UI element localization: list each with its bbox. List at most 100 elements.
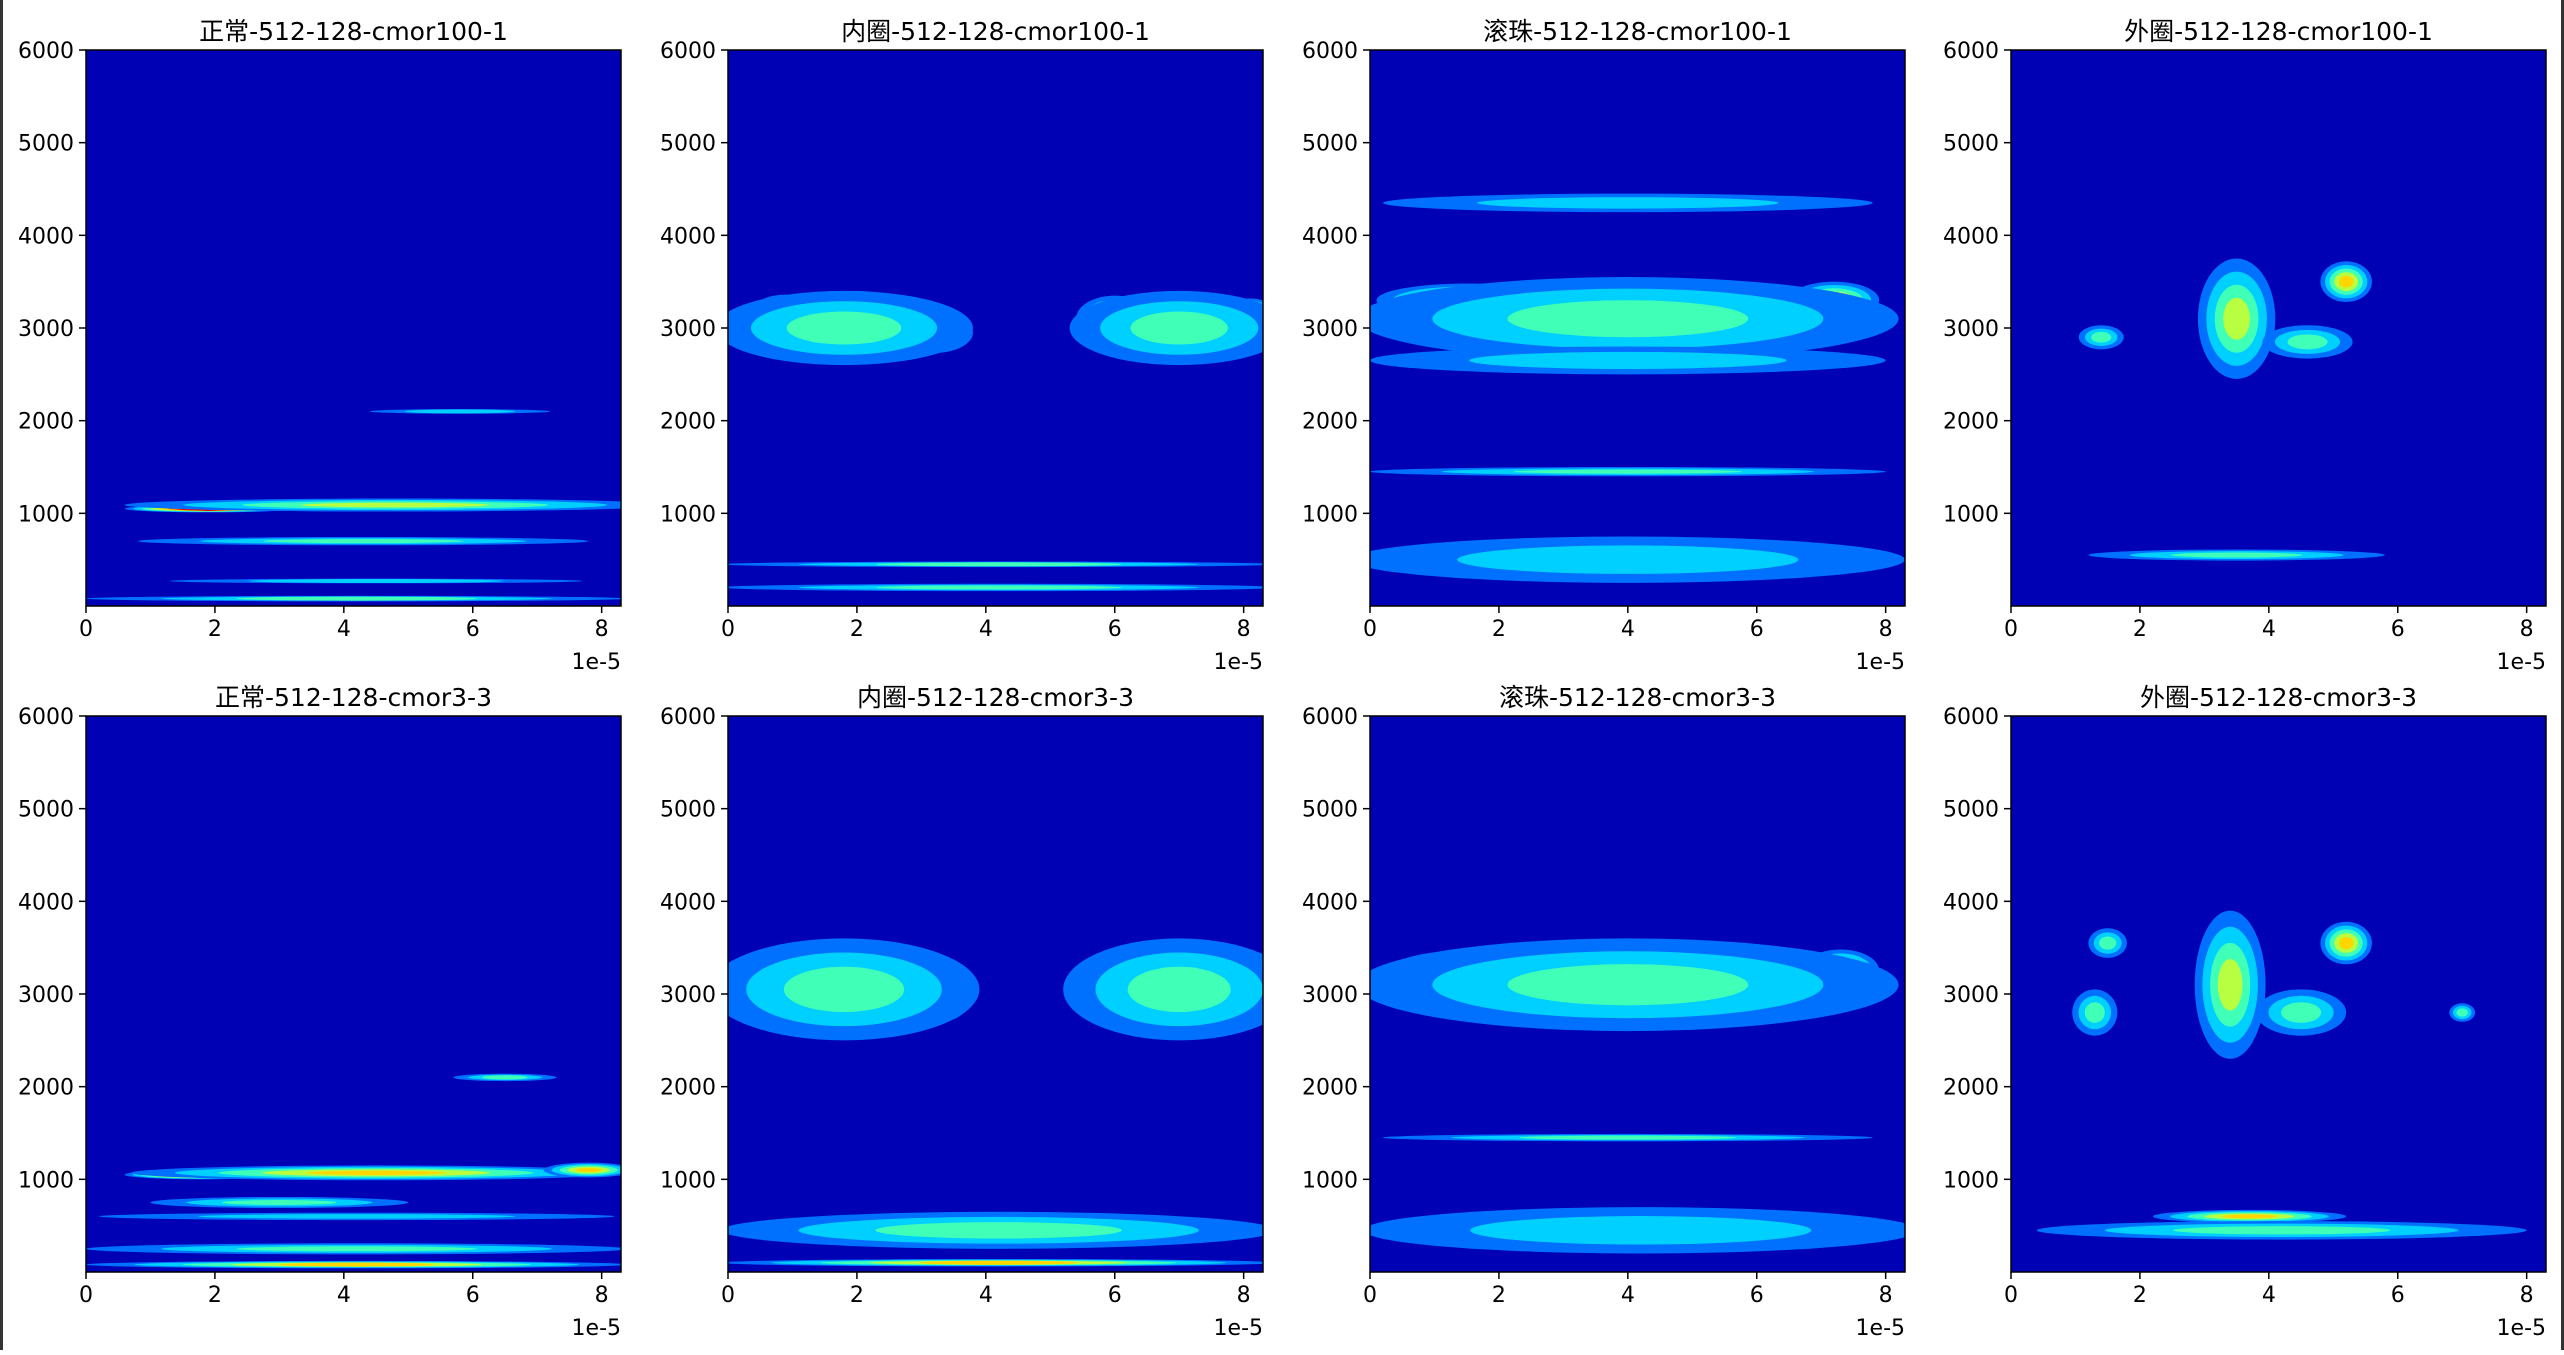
y-tick-label: 4000 xyxy=(660,890,716,915)
energy-region-8-level-3 xyxy=(1513,469,1743,474)
energy-region-5-level-2 xyxy=(249,578,503,583)
subplot-title: 外圈-512-128-cmor3-3 xyxy=(2140,683,2417,712)
subplot-1: 正常-512-128-cmor100-1 0 2 4 6 8 1000 2000 3000 400… xyxy=(18,17,622,675)
energy-region-7-level-3 xyxy=(2084,1002,2105,1023)
y-tick-label: 5000 xyxy=(1943,132,1999,157)
energy-region-4-level-5 xyxy=(2338,936,2354,950)
energy-region-11-level-5 xyxy=(919,1260,1078,1265)
y-tick-label: 2000 xyxy=(1943,1076,1999,1101)
energy-region-2-level-5 xyxy=(306,1170,447,1175)
y-tick-label: 3000 xyxy=(18,317,74,342)
subplot-title: 内圈-512-128-cmor3-3 xyxy=(857,683,1134,712)
y-tick-label: 2000 xyxy=(1302,1076,1358,1101)
y-tick-label: 5000 xyxy=(660,798,716,823)
x-tick-label: 8 xyxy=(595,617,609,642)
energy-region-6-level-2 xyxy=(404,409,516,414)
x-tick-label: 0 xyxy=(2004,1283,2018,1308)
x-tick-label: 6 xyxy=(1108,617,1122,642)
x-tick-label: 6 xyxy=(466,617,480,642)
y-tick-label: 6000 xyxy=(660,39,716,64)
y-tick-label: 1000 xyxy=(1943,1168,1999,1193)
energy-region-8-level-3 xyxy=(2456,1008,2468,1017)
subplot-title: 外圈-512-128-cmor100-1 xyxy=(2124,17,2433,46)
energy-region-9-level-5 xyxy=(2221,1214,2278,1219)
x-tick-label: 2 xyxy=(850,1283,864,1308)
energy-region-5-level-2 xyxy=(198,1214,516,1219)
energy-region-5-level-3 xyxy=(2281,1002,2322,1023)
energy-region-8-level-3 xyxy=(482,1075,528,1080)
subplot-title: 正常-512-128-cmor100-1 xyxy=(199,17,508,46)
energy-region-7-level-2 xyxy=(1477,197,1779,209)
y-tick-label: 4000 xyxy=(18,224,74,249)
x-tick-label: 2 xyxy=(208,1283,222,1308)
y-tick-label: 5000 xyxy=(1943,798,1999,823)
energy-region-4-level-3 xyxy=(783,966,905,1013)
energy-region-10-level-3 xyxy=(2172,1226,2391,1235)
y-tick-label: 5000 xyxy=(18,132,74,157)
x-tick-label: 6 xyxy=(466,1283,480,1308)
contour-field xyxy=(728,290,1263,592)
contour-field xyxy=(728,938,1263,1267)
subplot-5: 正常-512-128-cmor3-3 0 2 4 6 8 1000 2000 3000 4000 5… xyxy=(18,683,622,1341)
x-tick-label: 8 xyxy=(2520,1283,2534,1308)
x-tick-label: 4 xyxy=(979,1283,993,1308)
energy-region-4-level-3 xyxy=(262,539,464,544)
y-tick-label: 2000 xyxy=(18,410,74,435)
subplot-title: 正常-512-128-cmor3-3 xyxy=(215,683,492,712)
y-tick-label: 1000 xyxy=(660,1168,716,1193)
subplot-4: 外圈-512-128-cmor100-1 0 2 4 6 8 1000 2000 3000 400… xyxy=(1943,17,2547,675)
contour-field xyxy=(86,1073,621,1269)
x-tick-label: 8 xyxy=(2520,617,2534,642)
x-tick-label: 6 xyxy=(2391,1283,2405,1308)
x-tick-label: 6 xyxy=(2391,617,2405,642)
y-tick-label: 6000 xyxy=(1302,705,1358,730)
energy-region-6-level-3 xyxy=(2099,936,2117,950)
y-tick-label: 3000 xyxy=(660,317,716,342)
x-tick-label: 8 xyxy=(595,1283,609,1308)
contour-field xyxy=(1370,193,1905,583)
left-frame-edge xyxy=(0,0,3,1350)
contour-field xyxy=(86,409,621,602)
subplot-title: 滚珠-512-128-cmor100-1 xyxy=(1483,17,1792,46)
x-tick-label: 4 xyxy=(2262,617,2276,642)
y-tick-label: 6000 xyxy=(18,705,74,730)
energy-region-4-level-3 xyxy=(222,1200,337,1205)
x-offset-label: 1e-5 xyxy=(572,1316,621,1341)
y-tick-label: 6000 xyxy=(660,705,716,730)
subplot-2: 内圈-512-128-cmor100-1 0 2 4 6 8 1000 2000 3000 400… xyxy=(660,17,1264,675)
energy-region-9-level-3 xyxy=(1130,311,1228,345)
energy-region-6-level-3 xyxy=(1518,1135,1737,1140)
y-tick-label: 4000 xyxy=(1943,890,1999,915)
x-tick-label: 2 xyxy=(850,617,864,642)
plot-background xyxy=(86,716,621,1272)
y-tick-label: 5000 xyxy=(1302,798,1358,823)
y-tick-label: 4000 xyxy=(18,890,74,915)
y-tick-label: 3000 xyxy=(1302,317,1358,342)
x-tick-label: 4 xyxy=(337,1283,351,1308)
x-tick-label: 0 xyxy=(1363,1283,1377,1308)
energy-region-7-level-2 xyxy=(1470,1216,1812,1245)
energy-region-3-level-4 xyxy=(2223,297,2251,340)
x-tick-label: 2 xyxy=(208,617,222,642)
y-tick-label: 6000 xyxy=(1943,39,1999,64)
x-tick-label: 8 xyxy=(1237,1283,1251,1308)
energy-region-4-level-5 xyxy=(2338,275,2354,288)
x-tick-label: 0 xyxy=(721,617,735,642)
x-tick-label: 0 xyxy=(79,617,93,642)
energy-region-6-level-3 xyxy=(236,1246,478,1252)
y-tick-label: 2000 xyxy=(1943,410,1999,435)
energy-region-3-level-4 xyxy=(2217,958,2243,1011)
x-tick-label: 4 xyxy=(979,617,993,642)
y-tick-label: 6000 xyxy=(1943,705,1999,730)
x-tick-label: 8 xyxy=(1879,617,1893,642)
x-offset-label: 1e-5 xyxy=(1214,650,1263,675)
contour-field xyxy=(2078,258,2385,561)
energy-region-8-level-3 xyxy=(1127,966,1231,1013)
y-tick-label: 5000 xyxy=(660,132,716,157)
y-tick-label: 5000 xyxy=(1302,132,1358,157)
x-tick-label: 4 xyxy=(1621,1283,1635,1308)
x-tick-label: 6 xyxy=(1750,617,1764,642)
energy-region-5-level-3 xyxy=(2287,334,2328,350)
